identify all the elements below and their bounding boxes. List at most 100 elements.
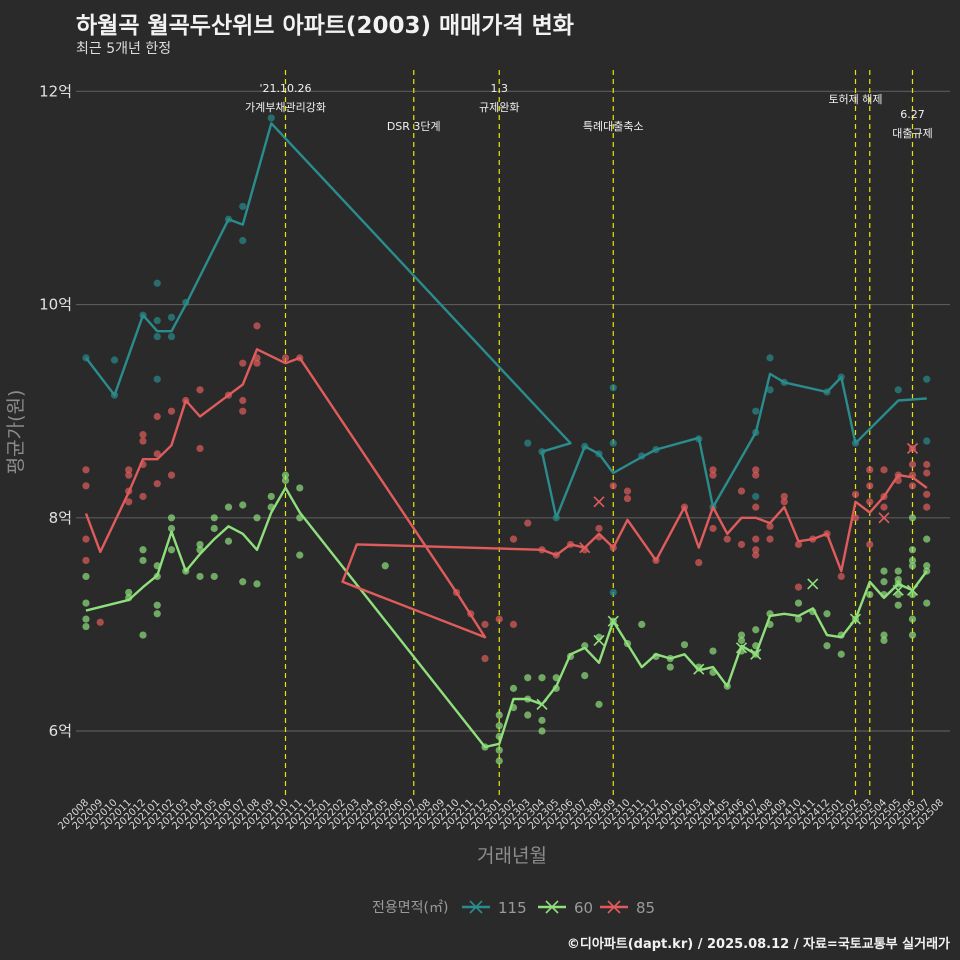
data-point xyxy=(794,540,803,549)
data-point xyxy=(82,622,90,631)
data-point xyxy=(609,384,617,392)
y-axis-title: 평균가(원) xyxy=(5,390,27,475)
y-tick-label: 12억 xyxy=(39,82,72,100)
event-label: 가계부채관리강화 xyxy=(245,101,326,114)
data-point xyxy=(752,492,760,501)
data-point xyxy=(908,562,917,570)
cross-marker xyxy=(735,642,748,654)
series-85 xyxy=(82,322,931,663)
data-point xyxy=(752,471,760,479)
data-point xyxy=(210,524,218,533)
data-point xyxy=(709,466,717,474)
data-point xyxy=(923,437,931,445)
data-point xyxy=(96,618,104,626)
data-point xyxy=(766,354,774,362)
data-point xyxy=(866,466,874,474)
data-point xyxy=(908,460,917,469)
y-tick-label: 10억 xyxy=(39,296,72,314)
data-point xyxy=(794,615,803,623)
data-point xyxy=(695,558,703,567)
data-point xyxy=(623,487,632,495)
data-point xyxy=(139,492,147,501)
cross-marker xyxy=(906,584,919,596)
event-label: 토허제 해제 xyxy=(828,92,882,106)
data-point xyxy=(495,615,503,623)
data-point xyxy=(538,716,546,724)
data-point xyxy=(296,484,304,492)
data-point xyxy=(894,567,902,575)
data-point xyxy=(139,631,147,639)
data-point xyxy=(880,578,888,586)
data-point xyxy=(623,495,632,503)
data-point xyxy=(752,466,760,474)
data-point xyxy=(894,576,902,584)
legend-title: 전용면적(㎡) xyxy=(372,900,448,916)
data-point xyxy=(609,439,617,447)
cross-marker xyxy=(593,634,605,646)
data-point xyxy=(766,535,774,543)
data-point xyxy=(196,572,204,581)
data-point xyxy=(866,590,874,599)
data-point xyxy=(752,626,760,634)
data-point xyxy=(709,471,717,479)
data-point xyxy=(281,354,290,362)
data-point xyxy=(153,480,161,488)
data-point xyxy=(82,482,90,490)
cross-marker xyxy=(693,663,705,675)
cross-marker xyxy=(849,613,862,625)
data-point xyxy=(752,407,760,415)
y-tick-label: 6억 xyxy=(49,722,72,740)
data-point xyxy=(581,671,589,680)
data-point xyxy=(167,524,176,533)
data-point xyxy=(524,439,532,447)
cross-marker xyxy=(607,615,619,627)
legend-key-cross xyxy=(607,900,621,914)
data-point xyxy=(239,501,247,509)
data-point xyxy=(766,522,774,530)
data-point xyxy=(82,599,90,607)
data-point xyxy=(923,375,931,383)
data-point xyxy=(253,322,261,330)
data-point xyxy=(167,471,176,479)
data-point xyxy=(709,524,717,533)
data-point xyxy=(110,356,119,364)
chart-subtitle: 최근 5개년 한정 xyxy=(76,41,172,57)
data-point xyxy=(737,487,746,495)
data-point xyxy=(524,519,532,527)
data-point xyxy=(153,412,161,421)
data-point xyxy=(880,466,888,474)
data-point xyxy=(538,674,546,682)
data-point xyxy=(495,757,503,765)
data-point xyxy=(524,674,532,682)
data-point xyxy=(723,535,731,543)
data-point xyxy=(210,514,218,522)
data-point xyxy=(709,647,717,655)
legend-label: 60 xyxy=(574,899,593,917)
data-point xyxy=(196,386,204,394)
data-point xyxy=(281,476,290,485)
data-point xyxy=(908,556,917,565)
data-point xyxy=(609,588,617,597)
data-point xyxy=(153,601,161,609)
data-point xyxy=(908,615,917,623)
data-point xyxy=(752,503,760,511)
data-point xyxy=(609,482,617,490)
data-point xyxy=(752,551,760,559)
cross-marker xyxy=(807,578,819,590)
data-point xyxy=(837,572,845,581)
data-point xyxy=(239,236,247,245)
data-point xyxy=(167,313,176,321)
data-point xyxy=(239,578,247,586)
series-line xyxy=(85,486,928,749)
data-point xyxy=(894,386,902,394)
data-point xyxy=(167,332,176,341)
data-point xyxy=(125,471,133,479)
data-point xyxy=(780,492,788,501)
data-point xyxy=(880,503,888,511)
data-point xyxy=(82,572,90,581)
event-label: DSR 3단계 xyxy=(387,120,441,133)
data-point xyxy=(239,407,247,415)
data-point xyxy=(923,490,931,498)
data-point xyxy=(82,615,90,623)
data-point xyxy=(224,503,233,511)
